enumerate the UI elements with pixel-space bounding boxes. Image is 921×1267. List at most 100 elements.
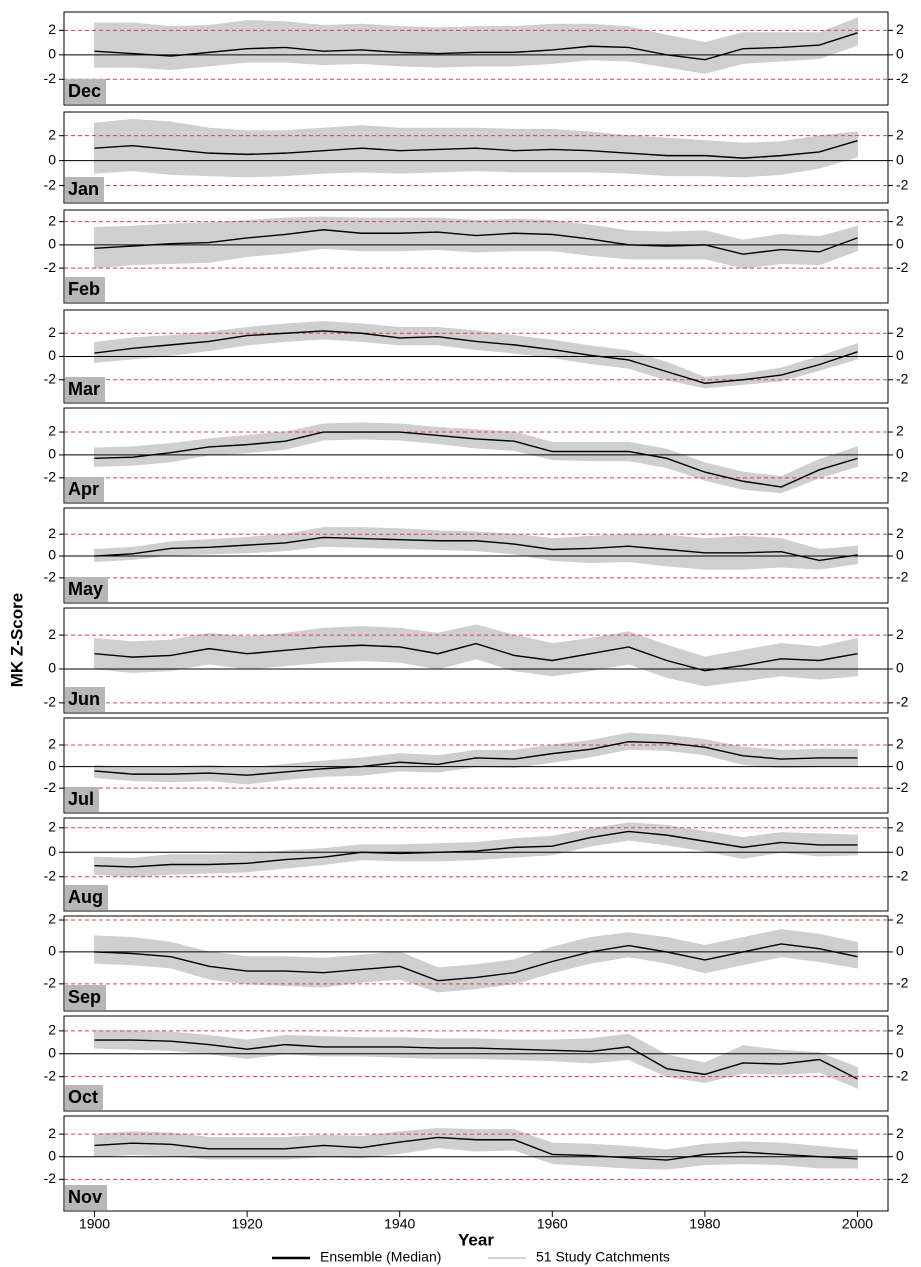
y-tick-label: 2 [896,818,904,834]
x-tick-label: 1920 [232,1216,263,1232]
y-tick-label: 0 [48,943,56,959]
panel-label-box [65,787,100,812]
panel-label-box [65,1185,108,1210]
y-tick-label: 0 [48,843,56,859]
plot-area [64,732,888,789]
y-tick-label: 2 [48,911,56,927]
panel-label: Oct [68,1087,98,1107]
panel-label: Feb [68,279,100,299]
panel-label-box [65,277,106,302]
plot-area [64,919,888,993]
panel-frame [63,111,889,204]
y-tick-label: -2 [896,469,909,485]
median-line [94,741,858,776]
catchment-band [94,1030,858,1089]
y-tick-label: 0 [48,660,56,676]
panel-label: Nov [68,1187,102,1207]
y-tick-label: -2 [44,569,57,585]
panel-label-box [65,177,105,202]
plot-area [64,1030,888,1089]
panel-label: Jan [68,179,99,199]
y-tick-label: 2 [896,126,904,142]
legend-label: Ensemble (Median) [320,1249,441,1265]
y-tick-label: -2 [896,1170,909,1186]
y-tick-label: -2 [44,694,57,710]
median-line [94,1039,858,1080]
y-tick-label: 0 [896,660,904,676]
y-tick-label: 0 [896,236,904,252]
y-tick-label: 0 [48,446,56,462]
y-tick-label: 2 [896,736,904,752]
y-tick-label: -2 [44,259,57,275]
y-tick-label: -2 [896,259,909,275]
y-tick-label: -2 [896,370,909,386]
panel-label-box [65,377,106,402]
y-tick-label: 0 [896,46,904,62]
y-tick-label: 2 [48,525,56,541]
panel-label: Jun [68,689,100,709]
median-line [94,229,858,255]
median-line [94,642,858,672]
median-line [94,1136,858,1161]
y-tick-label: 2 [896,1125,904,1141]
y-tick-label: -2 [896,176,909,192]
plot-area [64,624,888,704]
y-tick-label: 0 [896,943,904,959]
panel-label-box [65,79,107,104]
panel-frame [63,607,889,714]
catchment-band [94,929,858,993]
catchment-band [94,17,858,74]
median-line [94,536,858,562]
panel-frame [63,209,889,304]
y-tick-label: -2 [44,469,57,485]
panel-label: Mar [68,379,100,399]
panel-label-box [65,1085,104,1110]
y-tick-label: 0 [896,757,904,773]
y-tick-label: 2 [896,21,904,37]
panel-label: May [68,579,103,599]
y-tick-label: 2 [48,21,56,37]
y-tick-label: 0 [896,151,904,167]
y-tick-label: 2 [48,324,56,340]
y-tick-label: -2 [44,70,57,86]
catchment-band [94,216,858,269]
y-tick-label: 2 [48,212,56,228]
y-tick-label: 0 [48,151,56,167]
panel-frame [63,507,889,604]
plot-area [64,118,888,187]
y-tick-label: 0 [48,757,56,773]
y-tick-label: 2 [896,1022,904,1038]
y-axis-title: MK Z-Score [7,593,26,687]
panel-label: Jul [68,789,94,809]
plot-area [64,822,888,878]
catchment-band [94,321,858,389]
y-tick-label: 0 [896,1044,904,1060]
y-tick-label: 2 [896,212,904,228]
y-tick-label: 0 [896,347,904,363]
median-line [94,830,858,868]
y-tick-label: 0 [896,547,904,563]
plot-area [64,527,888,579]
panel-label: Dec [68,81,101,101]
y-tick-label: -2 [896,1067,909,1083]
panel-label-box [65,577,109,602]
y-tick-label: -2 [44,1170,57,1186]
catchment-band [94,527,858,570]
panel-frame [63,11,889,106]
panel-label: Sep [68,987,101,1007]
panel-label-box [65,985,107,1010]
y-tick-label: 0 [48,46,56,62]
median-line [94,330,858,384]
y-tick-label: 2 [48,736,56,752]
panel-label-box [65,687,106,712]
y-tick-label: 0 [896,1147,904,1163]
panel-label: Apr [68,479,99,499]
y-tick-label: 2 [48,1022,56,1038]
panel-frame [63,717,889,814]
y-tick-label: -2 [896,70,909,86]
y-tick-label: 2 [48,423,56,439]
median-line [94,943,858,982]
x-tick-label: 2000 [842,1216,873,1232]
panel-frame [63,915,889,1012]
